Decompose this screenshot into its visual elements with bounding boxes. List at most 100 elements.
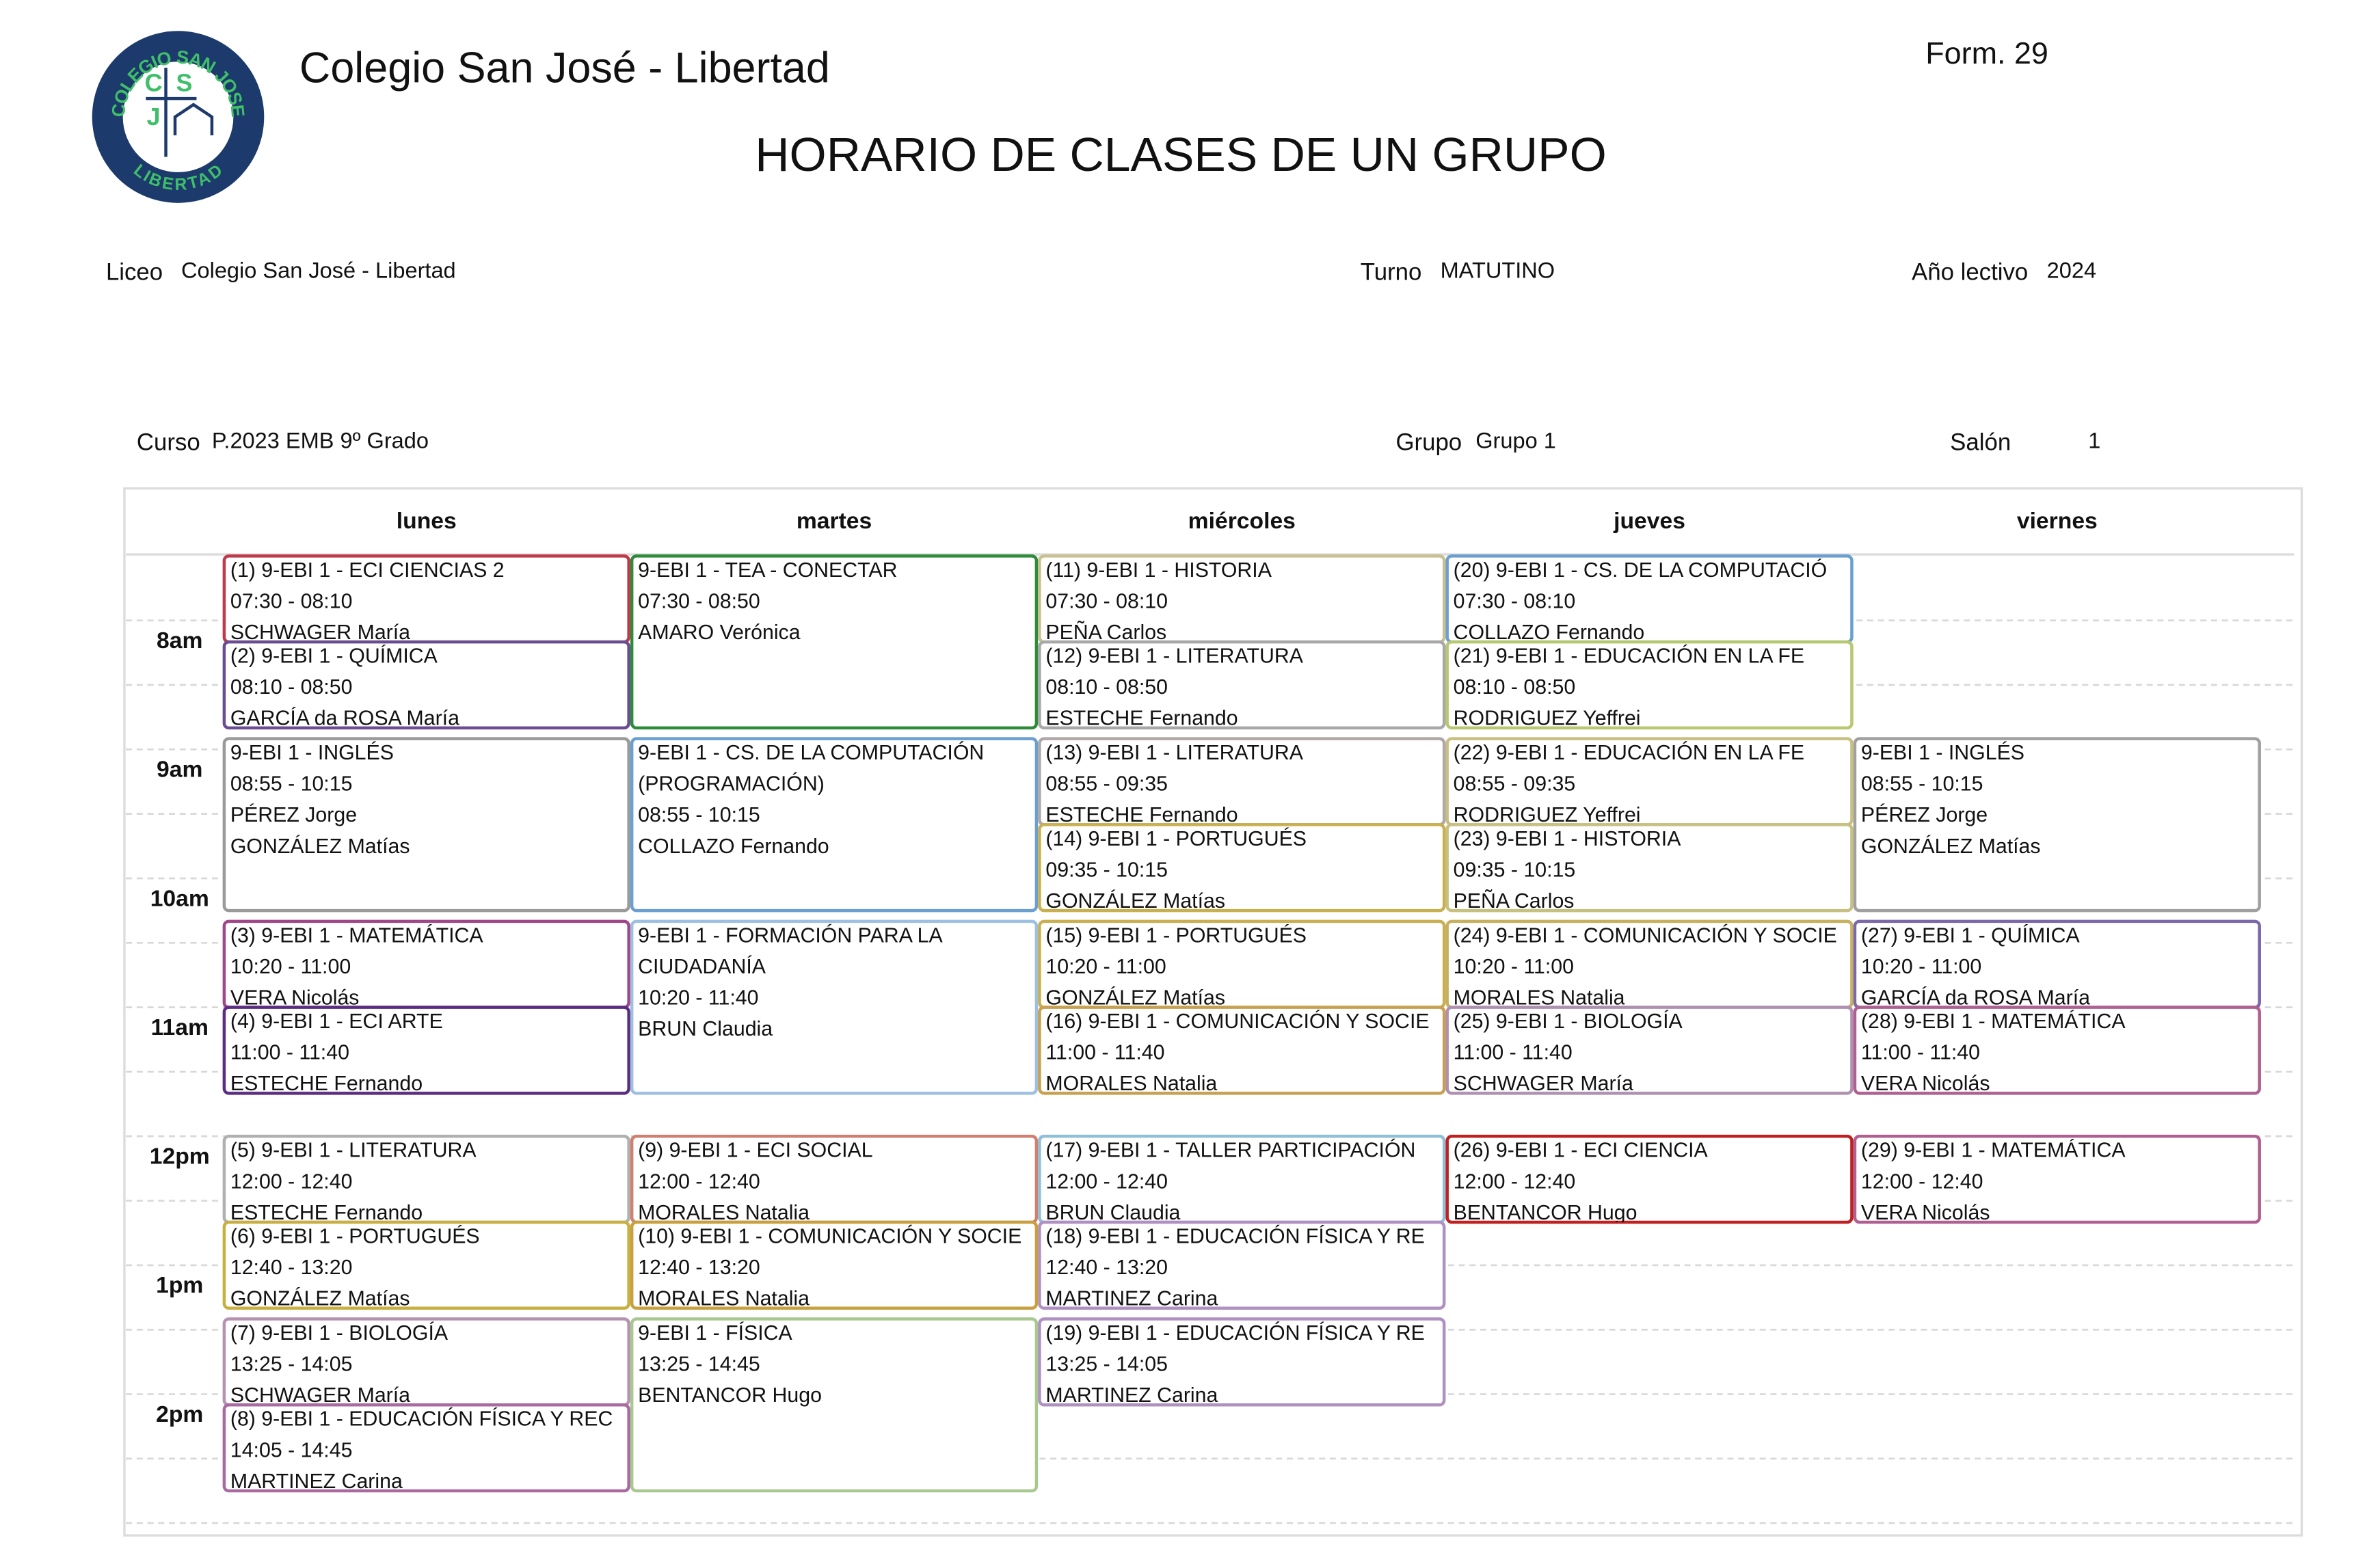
day-header: lunes (397, 509, 457, 534)
class-text: (7) 9-EBI 1 - BIOLOGÍA 13:25 - 14:05 SCHWA… (230, 1322, 449, 1405)
class-text: (19) 9-EBI 1 - EDUCACIÓN FÍSICA Y RE 13:2… (1045, 1322, 1424, 1405)
class-text: (20) 9-EBI 1 - CS. DE LA COMPUTACIÓ 07:30… (1454, 559, 1828, 644)
class-teacher: RODRIGUEZ Yeffrei (1454, 707, 1641, 730)
class-teacher: GARCÍA da ROSA María (230, 707, 459, 730)
class-teacher: MORALES Natalia (1045, 1073, 1217, 1095)
class-time: 09:35 - 10:15 (1045, 859, 1168, 881)
day-header: martes (797, 509, 872, 534)
class-time: 11:00 - 11:40 (230, 1042, 349, 1064)
class-box (1445, 1006, 1854, 1095)
class-box (630, 1317, 1039, 1493)
class-teacher: GONZÁLEZ Matías (1045, 986, 1225, 1009)
class-block: (27) 9-EBI 1 - QUÍMICA 10:20 - 11:00 GARCÍ… (1853, 919, 2261, 1009)
class-box (1445, 1135, 1854, 1224)
class-text: 9-EBI 1 - INGLÉS 08:55 - 10:15 PÉREZ Jorge… (1861, 742, 2041, 858)
class-time: 12:00 - 12:40 (638, 1170, 760, 1193)
field-value: 1 (2088, 429, 2100, 453)
class-block: (25) 9-EBI 1 - BIOLOGÍA 11:00 - 11:40 SCHW… (1445, 1006, 1854, 1095)
class-text: 9-EBI 1 - INGLÉS 08:55 - 10:15 PÉREZ Jorge… (230, 742, 410, 858)
class-text: (5) 9-EBI 1 - LITERATURA 12:00 - 12:40 EST… (230, 1139, 477, 1222)
class-title: (23) 9-EBI 1 - HISTORIA (1454, 828, 1682, 850)
day-header: miércoles (1188, 509, 1296, 534)
hour-label: 2pm (156, 1402, 203, 1427)
class-time: 12:00 - 12:40 (1454, 1170, 1576, 1193)
class-teacher: PEÑA Carlos (1454, 889, 1575, 913)
hour-label: 11am (151, 1015, 209, 1040)
class-title: 9-EBI 1 - FÍSICA (638, 1322, 792, 1345)
field-value: P.2023 EMB 9º Grado (212, 429, 429, 453)
document-title: HORARIO DE CLASES DE UN GRUPO (755, 128, 1606, 181)
class-time: 08:10 - 08:50 (1454, 676, 1576, 699)
field-label: Grupo (1395, 429, 1462, 456)
class-text: (15) 9-EBI 1 - PORTUGUÉS 10:20 - 11:00 GON… (1045, 924, 1307, 1009)
class-title: (24) 9-EBI 1 - COMUNICACIÓN Y SOCIE (1454, 924, 1837, 947)
class-text: (21) 9-EBI 1 - EDUCACIÓN EN LA FE 08:10 -… (1454, 645, 1805, 730)
class-title: (8) 9-EBI 1 - EDUCACIÓN FÍSICA Y REC (230, 1408, 613, 1431)
class-box (222, 1006, 630, 1095)
class-title: 9-EBI 1 - INGLÉS (1861, 742, 2024, 764)
class-time: 08:55 - 10:15 (1861, 773, 1983, 796)
class-teacher: ESTECHE Fernando (1045, 707, 1238, 730)
class-block: (4) 9-EBI 1 - ECI ARTE 11:00 - 11:40 ESTEC… (222, 1006, 630, 1095)
class-teacher: GONZÁLEZ Matías (1045, 890, 1225, 913)
class-text: (17) 9-EBI 1 - TALLER PARTICIPACIÓN 12:00… (1045, 1139, 1415, 1224)
class-teacher: GONZÁLEZ Matías (230, 835, 410, 858)
class-title: (5) 9-EBI 1 - LITERATURA (230, 1139, 477, 1162)
class-text: 9-EBI 1 - FÍSICA 13:25 - 14:45 BENTANCOR H… (638, 1322, 822, 1407)
class-teacher: VERA Nicolás (1861, 1073, 1990, 1095)
class-title: (16) 9-EBI 1 - COMUNICACIÓN Y SOCIE (1045, 1010, 1429, 1033)
day-header: jueves (1613, 509, 1685, 534)
class-title: (27) 9-EBI 1 - QUÍMICA (1861, 924, 2081, 947)
class-time: 13:25 - 14:05 (230, 1353, 353, 1376)
class-text: (2) 9-EBI 1 - QUÍMICA 08:10 - 08:50 GARCÍA… (230, 645, 459, 730)
class-teacher: BRUN Claudia (1045, 1202, 1180, 1224)
class-block: (3) 9-EBI 1 - MATEMÁTICA 10:20 - 11:00 VER… (222, 919, 630, 1009)
day-header: viernes (2017, 509, 2098, 534)
class-time: 10:20 - 11:00 (1454, 956, 1574, 978)
class-block: (28) 9-EBI 1 - MATEMÁTICA 11:00 - 11:40 VE… (1853, 1006, 2261, 1095)
class-block: (15) 9-EBI 1 - PORTUGUÉS 10:20 - 11:00 GON… (1038, 919, 1446, 1009)
class-time: 14:05 - 14:45 (230, 1439, 353, 1461)
class-title: (3) 9-EBI 1 - MATEMÁTICA (230, 924, 484, 947)
class-text: (24) 9-EBI 1 - COMUNICACIÓN Y SOCIE 10:20… (1454, 924, 1837, 1007)
schedule-frame (123, 487, 2303, 1537)
class-block: (16) 9-EBI 1 - COMUNICACIÓN Y SOCIE 11:00… (1038, 1006, 1446, 1095)
class-time: 12:00 - 12:40 (230, 1170, 353, 1193)
field-label: Salón (1950, 429, 2011, 456)
class-title: 9-EBI 1 - INGLÉS (230, 742, 394, 764)
class-teacher: MORALES Natalia (638, 1202, 810, 1224)
class-box (1038, 823, 1446, 913)
class-text: (26) 9-EBI 1 - ECI CIENCIA 12:00 - 12:40 B… (1454, 1139, 1709, 1222)
class-time: 10:20 - 11:00 (1861, 956, 1981, 978)
class-teacher: MARTINEZ Carina (1045, 1288, 1218, 1310)
class-block: (13) 9-EBI 1 - LITERATURA 08:55 - 09:35 ES… (1038, 737, 1446, 826)
class-text: (29) 9-EBI 1 - MATEMÁTICA 12:00 - 12:40 VE… (1861, 1139, 2126, 1222)
class-time: 08:55 - 09:35 (1045, 773, 1168, 796)
class-teacher: BRUN Claudia (638, 1018, 773, 1040)
class-box (630, 1220, 1039, 1310)
class-time: 12:40 - 13:20 (638, 1256, 760, 1279)
class-time: 07:30 - 08:10 (1045, 590, 1168, 612)
class-title: (20) 9-EBI 1 - CS. DE LA COMPUTACIÓ (1454, 559, 1828, 582)
class-text: (25) 9-EBI 1 - BIOLOGÍA 11:00 - 11:40 SCHW… (1454, 1010, 1683, 1093)
class-title: CIUDADANÍA (638, 956, 766, 978)
class-box (1445, 823, 1854, 913)
class-block: (7) 9-EBI 1 - BIOLOGÍA 13:25 - 14:05 SCHWA… (222, 1317, 630, 1407)
class-box (222, 640, 630, 730)
class-time: 07:30 - 08:10 (1454, 590, 1576, 612)
class-teacher: PÉREZ Jorge (1861, 804, 1988, 826)
class-text: (8) 9-EBI 1 - EDUCACIÓN FÍSICA Y REC 14:0… (230, 1408, 613, 1493)
class-teacher: MARTINEZ Carina (230, 1470, 403, 1493)
class-teacher: AMARO Verónica (638, 621, 801, 644)
class-teacher: COLLAZO Fernando (1454, 621, 1645, 644)
class-title: (29) 9-EBI 1 - MATEMÁTICA (1861, 1139, 2126, 1162)
class-box (222, 1220, 630, 1310)
field-value: Colegio San José - Libertad (181, 258, 456, 282)
class-block: (22) 9-EBI 1 - EDUCACIÓN EN LA FE 08:55 -… (1445, 737, 1854, 826)
class-teacher: ESTECHE Fernando (230, 1073, 423, 1095)
class-title: (9) 9-EBI 1 - ECI SOCIAL (638, 1139, 872, 1162)
class-title: 9-EBI 1 - CS. DE LA COMPUTACIÓN (638, 742, 984, 764)
class-block: (6) 9-EBI 1 - PORTUGUÉS 12:40 - 13:20 GONZ… (222, 1220, 630, 1310)
class-block: (24) 9-EBI 1 - COMUNICACIÓN Y SOCIE 10:20… (1445, 919, 1854, 1009)
class-box (630, 554, 1039, 730)
